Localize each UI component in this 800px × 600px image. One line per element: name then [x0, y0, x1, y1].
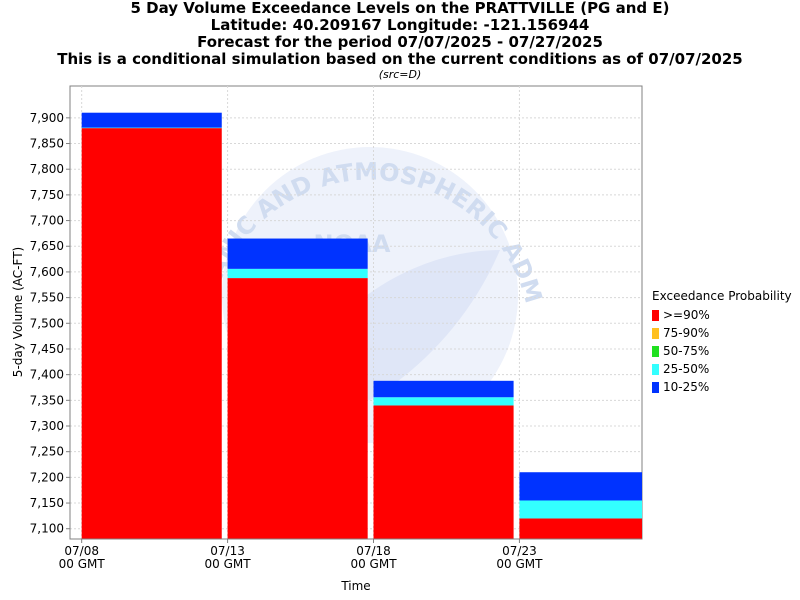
legend-item: >=90% [652, 306, 792, 324]
y-tick-label: 7,300 [30, 419, 64, 433]
y-tick-label: 7,550 [30, 291, 64, 305]
chart-title: 5 Day Volume Exceedance Levels on the PR… [130, 0, 670, 17]
legend-swatch [652, 309, 659, 321]
legend-label: 25-50% [663, 362, 710, 376]
legend-label: 50-75% [663, 344, 710, 358]
bar-3-segment [373, 380, 514, 398]
y-tick-label: 7,500 [30, 316, 64, 330]
legend-swatch [652, 327, 659, 339]
bar-1-segment [81, 112, 222, 128]
x-tick-sublabel: 00 GMT [496, 557, 543, 571]
chart-titles: 5 Day Volume Exceedance Levels on the PR… [0, 0, 800, 82]
y-tick-label: 7,650 [30, 239, 64, 253]
y-tick-label: 7,350 [30, 393, 64, 407]
legend-label: >=90% [663, 308, 710, 322]
bar-4-segment [519, 518, 642, 539]
y-tick-label: 7,150 [30, 496, 64, 510]
legend-label: 75-90% [663, 326, 710, 340]
legend-swatch [652, 381, 659, 393]
bar-2-segment [227, 268, 368, 279]
legend-item: 75-90% [652, 324, 792, 342]
y-tick-label: 7,100 [30, 522, 64, 536]
axes: 7,100 7,150 7,200 7,250 7,300 7,350 7,400 7,450… [30, 86, 642, 571]
bar-series [81, 112, 642, 539]
bar-3-segment [373, 397, 514, 406]
chart-source-note: (src=D) [378, 68, 422, 81]
legend: Exceedance Probability >=90% 75-90% 50-75%… [652, 289, 792, 396]
bar-4-segment [519, 472, 642, 501]
legend-swatch [652, 363, 659, 375]
y-tick-label: 7,200 [30, 470, 64, 484]
y-tick-label: 7,850 [30, 137, 64, 151]
chart-subtitle-conditions: This is a conditional simulation based o… [57, 50, 743, 68]
bar-1-segment [81, 128, 222, 539]
y-axis-label: 5-day Volume (AC-FT) [11, 247, 25, 377]
bar-2-segment [227, 238, 368, 269]
x-tick-label: 07/23 [502, 544, 537, 558]
x-tick-sublabel: 00 GMT [350, 557, 397, 571]
y-tick-label: 7,250 [30, 445, 64, 459]
x-tick-sublabel: 00 GMT [205, 557, 252, 571]
bar-1-segment [81, 127, 222, 129]
legend-items: >=90% 75-90% 50-75% 25-50% 10-25% [652, 306, 792, 396]
legend-item: 50-75% [652, 342, 792, 360]
x-tick-label: 07/13 [210, 544, 245, 558]
y-tick-label: 7,600 [30, 265, 64, 279]
y-tick-label: 7,750 [30, 188, 64, 202]
x-tick-label: 07/18 [356, 544, 391, 558]
y-tick-label: 7,800 [30, 162, 64, 176]
legend-item: 25-50% [652, 360, 792, 378]
legend-item: 10-25% [652, 378, 792, 396]
legend-swatch [652, 345, 659, 357]
y-tick-label: 7,900 [30, 111, 64, 125]
legend-label: 10-25% [663, 380, 710, 394]
y-tick-label: 7,400 [30, 368, 64, 382]
x-tick-label: 07/08 [64, 544, 99, 558]
bar-4-segment [519, 500, 642, 519]
x-tick-sublabel: 00 GMT [59, 557, 106, 571]
chart-subtitle-location: Latitude: 40.209167 Longitude: -121.1569… [210, 16, 590, 34]
legend-title: Exceedance Probability [652, 289, 792, 303]
y-tick-label: 7,700 [30, 214, 64, 228]
chart-subtitle-period: Forecast for the period 07/07/2025 - 07/… [197, 33, 603, 51]
bar-2-segment [227, 278, 368, 539]
x-axis-label: Time [340, 579, 370, 593]
y-tick-label: 7,450 [30, 342, 64, 356]
bar-3-segment [373, 405, 514, 539]
